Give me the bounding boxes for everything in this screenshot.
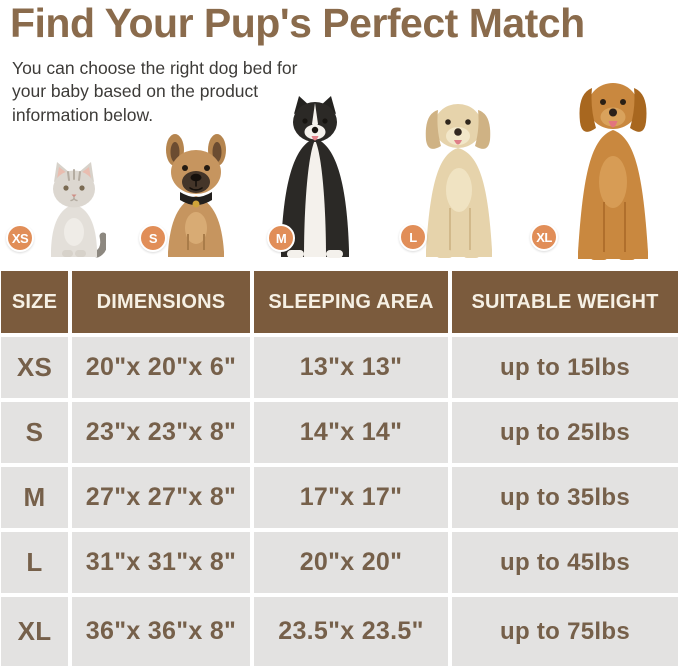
size-badge-xs: XS: [6, 224, 34, 252]
cell-dimensions: 31"x 31"x 8": [72, 532, 250, 593]
size-table: SIZE DIMENSIONS SLEEPING AREA SUITABLE W…: [1, 271, 678, 666]
size-badge-m: M: [267, 224, 295, 252]
cell-size: L: [1, 532, 68, 593]
column-header-dimensions: DIMENSIONS: [72, 271, 250, 333]
cell-suitable-weight: up to 35lbs: [452, 467, 678, 528]
column-header-sleeping-area: SLEEPING AREA: [254, 271, 448, 333]
size-badge-xl: XL: [530, 223, 558, 251]
size-badge-l: L: [399, 223, 427, 251]
cell-sleeping-area: 14"x 14": [254, 402, 448, 463]
cell-size: XS: [1, 337, 68, 398]
cell-size: XL: [1, 597, 68, 666]
cell-sleeping-area: 23.5"x 23.5": [254, 597, 448, 666]
cell-size: S: [1, 402, 68, 463]
border-collie-illustration: [269, 94, 361, 258]
cell-dimensions: 27"x 27"x 8": [72, 467, 250, 528]
page-title: Find Your Pup's Perfect Match: [10, 0, 585, 46]
cell-suitable-weight: up to 45lbs: [452, 532, 678, 593]
cell-suitable-weight: up to 15lbs: [452, 337, 678, 398]
french-bulldog-illustration: [152, 132, 240, 258]
column-header-suitable-weight: SUITABLE WEIGHT: [452, 271, 678, 333]
cell-sleeping-area: 13"x 13": [254, 337, 448, 398]
cell-size: M: [1, 467, 68, 528]
light-golden-retriever-illustration: [402, 86, 514, 258]
page-subtitle: You can choose the right dog bed for you…: [12, 58, 298, 125]
cell-sleeping-area: 20"x 20": [254, 532, 448, 593]
size-badge-s: S: [139, 224, 167, 252]
cat-illustration: [42, 158, 106, 258]
cell-dimensions: 23"x 23"x 8": [72, 402, 250, 463]
column-header-size: SIZE: [1, 271, 68, 333]
golden-retriever-illustration: [550, 64, 676, 260]
cell-suitable-weight: up to 25lbs: [452, 402, 678, 463]
cell-dimensions: 20"x 20"x 6": [72, 337, 250, 398]
cell-sleeping-area: 17"x 17": [254, 467, 448, 528]
cell-suitable-weight: up to 75lbs: [452, 597, 678, 666]
cell-dimensions: 36"x 36"x 8": [72, 597, 250, 666]
animal-size-strip: XS S M L XL: [0, 0, 679, 266]
